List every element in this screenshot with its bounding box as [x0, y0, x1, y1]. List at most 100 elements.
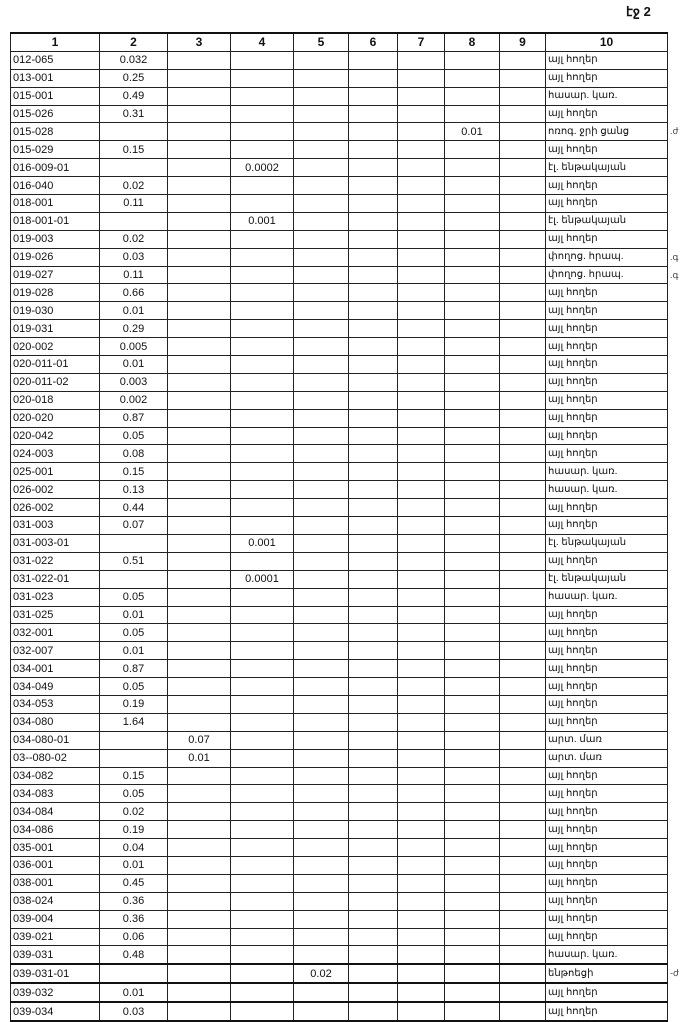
value-cell — [348, 211, 398, 231]
value-cell — [293, 927, 349, 947]
cell-text: 0.01 — [122, 608, 145, 621]
value-cell — [348, 551, 398, 571]
cell-text: 038-024 — [13, 895, 54, 908]
value-cell — [293, 86, 349, 106]
value-cell — [499, 623, 546, 643]
value-cell — [499, 462, 546, 482]
value-cell — [167, 712, 231, 732]
value-cell — [99, 533, 168, 553]
parcel-code-cell: 026-002 — [10, 498, 100, 518]
land-type-cell: այլ հողեր — [545, 68, 668, 88]
cell-text: 0.01 — [122, 986, 145, 999]
cell-text: 024-003 — [13, 447, 54, 460]
parcel-code-cell: 020-011-01 — [10, 355, 100, 374]
table-row: 020-020 0.87 այլ հողեր — [10, 408, 668, 428]
value-cell — [444, 265, 500, 285]
cell-text: այլ հողեր — [548, 769, 598, 781]
value-cell: 0.05 — [99, 784, 168, 804]
value-cell — [230, 873, 294, 893]
cell-text: 0.07 — [188, 734, 210, 747]
cell-text: 0.05 — [122, 430, 145, 443]
value-cell — [230, 641, 294, 661]
value-cell — [444, 677, 500, 696]
table-row: 034-080-01 0.07 արտ. մառ — [10, 730, 668, 750]
cell-text: 034-001 — [13, 662, 54, 675]
value-cell — [230, 194, 294, 213]
value-cell — [444, 927, 500, 947]
cell-text: 0.01 — [122, 644, 145, 657]
value-cell — [230, 551, 294, 571]
cell-text: 034-080 — [13, 716, 54, 729]
cell-text: այլ հողեր — [548, 680, 598, 692]
value-cell — [444, 982, 500, 1004]
value-cell — [397, 104, 445, 124]
table-row: 020-018 0.002 այլ հողեր — [10, 390, 668, 410]
value-cell: 0.19 — [99, 694, 168, 714]
value-cell — [167, 390, 231, 410]
value-cell — [167, 963, 231, 985]
value-cell — [348, 408, 398, 428]
value-cell — [397, 319, 445, 339]
land-type-cell: այլ հողեր — [545, 104, 668, 124]
cell-text: այլ հողեր — [548, 841, 598, 853]
cell-text: 016-009-01 — [13, 161, 70, 174]
value-cell — [167, 498, 231, 518]
value-cell — [348, 337, 398, 357]
value-cell — [444, 784, 500, 804]
cell-text: 020-011-01 — [13, 358, 69, 371]
land-type-cell: այլ հողեր — [545, 909, 668, 929]
value-cell — [167, 408, 231, 428]
value-cell: 0.15 — [99, 140, 168, 160]
cell-text: 0.02 — [122, 179, 145, 192]
value-cell: 0.87 — [99, 408, 168, 428]
cell-text: 018-001 — [13, 197, 54, 210]
value-cell — [167, 945, 231, 966]
value-cell — [397, 372, 445, 392]
cell-text: այլ հողեր — [548, 286, 598, 298]
cell-text: այլ հողեր — [548, 179, 598, 191]
value-cell — [99, 569, 168, 589]
cell-text: այլ հողեր — [548, 143, 598, 155]
value-cell — [499, 444, 546, 464]
value-cell — [444, 569, 500, 589]
value-cell — [444, 694, 500, 714]
value-cell — [499, 748, 546, 768]
cell-text: էլ. ենթակայան — [548, 215, 627, 227]
value-cell — [397, 211, 445, 231]
value-cell — [348, 963, 398, 985]
column-header-10: 10 — [545, 31, 668, 52]
table-row: 034-053 0.19 այլ հողեր — [10, 694, 668, 714]
cell-text: 035-001 — [13, 841, 54, 854]
value-cell — [293, 623, 349, 643]
value-cell — [444, 408, 500, 428]
cell-text: 039-031-01 — [13, 967, 70, 980]
value-cell — [444, 587, 500, 607]
table-row: 019-026 0.03 փողոց. հրապ. .գ — [10, 247, 678, 267]
value-cell — [167, 623, 231, 643]
value-cell — [348, 355, 398, 374]
table-row: 039-032 0.01 այլ հողեր — [10, 982, 668, 1004]
table-row: 019-028 0.66 այլ հողեր — [10, 283, 668, 303]
value-cell: 0.0001 — [230, 569, 294, 589]
value-cell — [348, 194, 398, 213]
table-row: 020-042 0.05 այլ հողեր — [10, 426, 668, 446]
land-type-cell: այլ հողեր — [545, 355, 668, 374]
value-cell — [444, 1001, 500, 1022]
column-header-6: 6 — [348, 31, 398, 52]
value-cell — [293, 426, 349, 446]
land-type-cell: այլ հողեր — [545, 623, 668, 643]
value-cell — [230, 982, 294, 1004]
cell-text: 031-022 — [13, 555, 54, 568]
value-cell — [444, 158, 500, 178]
value-cell — [230, 408, 294, 428]
land-type-cell: հասար. կառ. — [545, 587, 668, 607]
cell-text: այլ հողեր — [548, 197, 598, 209]
cell-text: 0.05 — [122, 680, 145, 693]
value-cell — [293, 909, 349, 929]
value-cell — [397, 247, 445, 267]
value-cell — [167, 587, 231, 607]
land-table: 1 2 3 4 5 6 7 8 9 10 012-065 0.032 այլ հողեր 013-001… — [10, 31, 679, 1022]
value-cell — [348, 982, 398, 1004]
parcel-code-cell: 018-001 — [10, 194, 100, 213]
value-cell — [348, 659, 398, 679]
